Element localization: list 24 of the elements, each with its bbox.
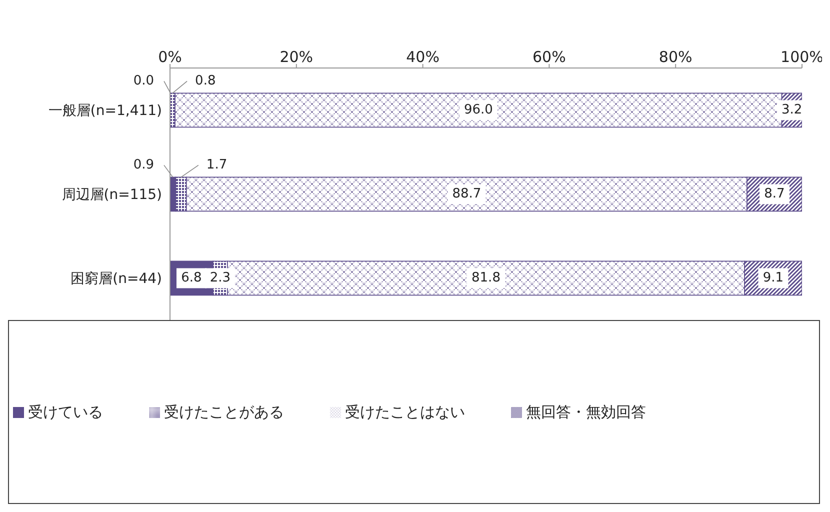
data-label: 0.8: [195, 74, 216, 89]
data-label: 88.7: [452, 186, 482, 202]
legend-label: 無回答・無効回答: [526, 403, 646, 421]
data-label: 3.2: [782, 102, 802, 118]
data-label: 81.8: [472, 270, 500, 286]
legend-label: 受けたことはない: [345, 403, 465, 421]
x-tick-label: 80%: [658, 48, 692, 66]
data-label: 8.7: [764, 186, 785, 202]
legend-label: 受けたことがある: [164, 403, 284, 421]
x-tick-label: 60%: [532, 48, 566, 66]
y-tick-label: 一般層(n=1,411): [48, 102, 162, 119]
legend-label: 受けている: [28, 403, 103, 421]
data-label: 0.9: [133, 158, 154, 173]
data-label: 2.3: [210, 270, 231, 286]
x-tick-label: 0%: [158, 48, 182, 66]
data-label: 9.1: [762, 270, 784, 286]
y-tick-label: 困窮層(n=44): [70, 270, 162, 287]
x-tick-label: 20%: [280, 48, 314, 66]
x-tick-label: 40%: [406, 48, 440, 66]
data-label: 96.0: [464, 102, 493, 118]
y-tick-label: 周辺層(n=115): [62, 186, 162, 203]
data-label: 1.7: [206, 158, 228, 173]
data-label: 0.0: [133, 74, 154, 89]
data-label: 6.8: [181, 270, 202, 286]
